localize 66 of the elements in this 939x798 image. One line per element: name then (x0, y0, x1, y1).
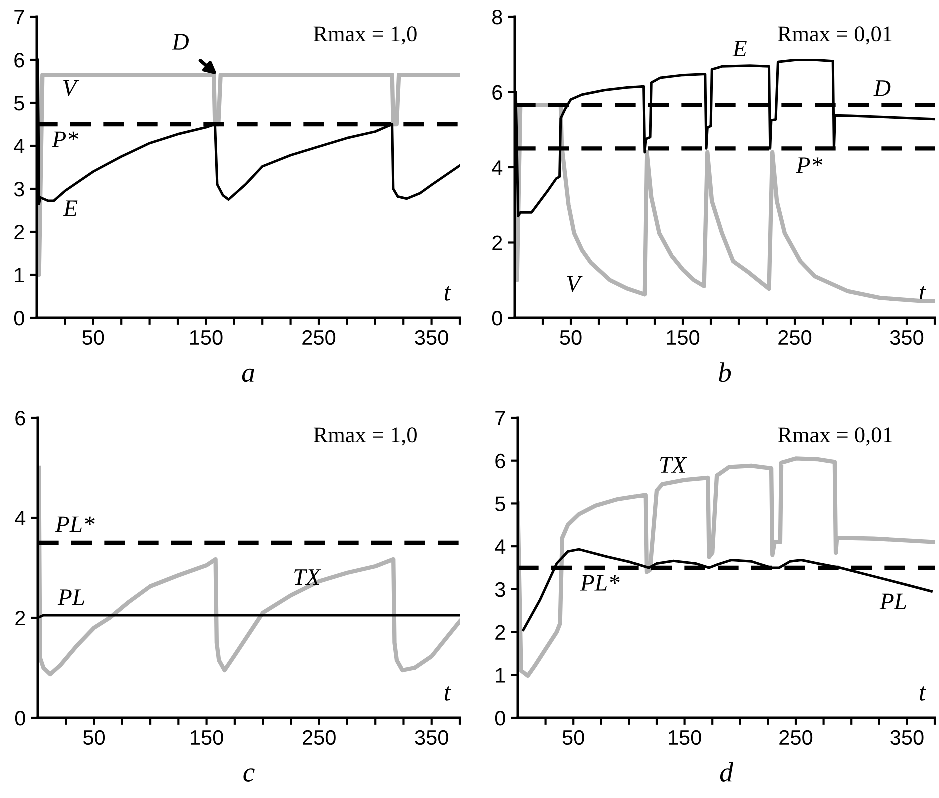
y-tick-label: 0 (495, 711, 506, 726)
text: d (720, 762, 734, 782)
y-tick-label: 5 (14, 96, 24, 111)
series-label: E (732, 41, 747, 57)
y-tick-label: 5 (495, 496, 506, 512)
y-tick-label: 2 (16, 611, 26, 626)
y-tick-label: 2 (492, 236, 502, 250)
annotation: D (172, 34, 189, 50)
ref-line-label: P* (796, 158, 823, 174)
text: c (244, 768, 255, 782)
series-label: V (64, 80, 80, 96)
ref-line-label: PL* (55, 516, 95, 532)
y-tick-label: 0 (15, 711, 26, 726)
y-tick-label: 6 (14, 53, 24, 68)
series-label: V (567, 276, 583, 292)
y-tick-label: 7 (496, 411, 506, 426)
y-tick-label: 0 (14, 311, 24, 326)
annotation: Rmax = 1,0 (314, 428, 417, 446)
series-label: TX (294, 570, 322, 586)
x-tick-label: 150 (191, 730, 224, 746)
ref-line-label: P* (52, 132, 78, 148)
y-tick-label: 1 (496, 668, 506, 683)
series-label: E (63, 200, 78, 216)
x-tick-label: 150 (669, 730, 702, 746)
series-label: TX (660, 457, 688, 473)
y-tick-label: 4 (492, 160, 503, 176)
x-tick-label: 350 (415, 730, 448, 746)
x-tick-label: 50 (560, 330, 582, 346)
x-tick-label: 350 (415, 330, 448, 346)
x-tick-label: 350 (890, 330, 924, 346)
x-tick-label: 250 (780, 730, 813, 746)
annotation: Rmax = 1,0 (314, 26, 417, 45)
series-label: PL (880, 594, 906, 610)
y-tick-label: 4 (495, 540, 506, 554)
x-tick-label: 150 (667, 330, 700, 346)
y-tick-label: 6 (496, 454, 506, 469)
text: b (719, 362, 732, 382)
x-tick-label: 250 (302, 330, 336, 346)
y-tick-label: 4 (15, 511, 26, 526)
y-tick-label: 6 (492, 85, 502, 100)
ref-line-label: PL* (580, 575, 620, 591)
x-axis-title: t (444, 286, 452, 301)
text: a (242, 368, 254, 382)
x-tick-label: 150 (190, 330, 223, 346)
x-tick-label: 50 (82, 330, 104, 346)
x-axis-title: t (444, 686, 452, 701)
y-tick-label: 4 (14, 139, 25, 154)
y-tick-label: 2 (496, 625, 506, 640)
y-tick-label: 3 (495, 582, 506, 598)
x-tick-label: 50 (84, 730, 106, 746)
y-tick-label: 3 (14, 182, 24, 197)
y-tick-label: 0 (492, 311, 502, 326)
x-axis-title: t (920, 686, 926, 701)
y-tick-label: 8 (492, 10, 502, 25)
annotation: Rmax = 0,01 (778, 26, 892, 45)
ref-line-label: D (874, 80, 891, 96)
series-label: PL (58, 590, 84, 606)
x-tick-label: 350 (890, 730, 924, 746)
x-tick-label: 250 (778, 330, 812, 346)
y-tick-label: 2 (14, 225, 24, 240)
annotation: Rmax = 0,01 (778, 428, 892, 446)
y-tick-label: 7 (14, 10, 24, 25)
y-tick-label: 6 (16, 411, 26, 426)
x-tick-label: 50 (562, 730, 584, 746)
y-tick-label: 1 (15, 268, 24, 283)
x-tick-label: 250 (303, 730, 336, 746)
